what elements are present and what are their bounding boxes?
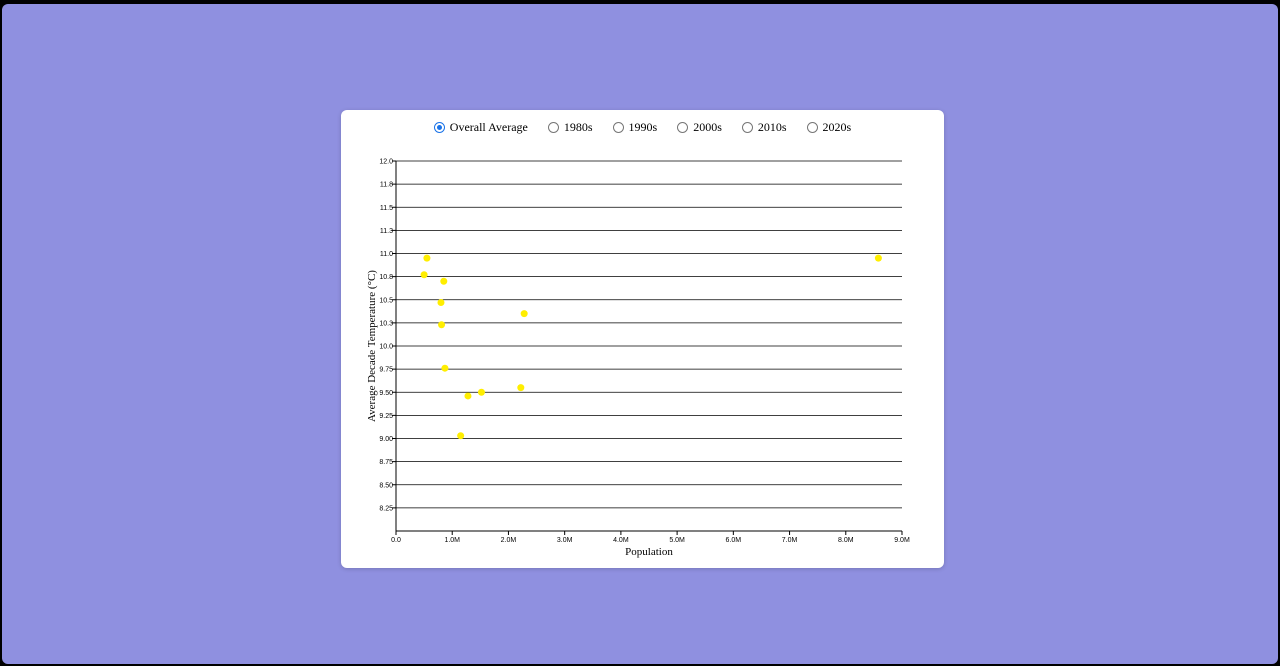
x-tick-label: 6.0M (726, 537, 742, 544)
data-point[interactable] (477, 388, 485, 396)
y-tick-label: 12.0 (379, 159, 393, 166)
decade-radio-group: Overall Average 1980s 1990s 2000s 2010s … (341, 120, 944, 135)
x-tick-label: 2.0M (501, 537, 517, 544)
data-point[interactable] (874, 254, 882, 262)
chart-card: Overall Average 1980s 1990s 2000s 2010s … (341, 110, 944, 568)
radio-button-icon[interactable] (806, 122, 818, 133)
data-point[interactable] (441, 364, 449, 372)
data-point[interactable] (423, 254, 431, 262)
y-tick-label: 8.25 (379, 505, 393, 512)
page-background: Overall Average 1980s 1990s 2000s 2010s … (2, 4, 1278, 664)
radio-button-icon[interactable] (677, 122, 689, 133)
x-tick-label: 5.0M (669, 537, 685, 544)
radio-button-icon[interactable] (433, 122, 445, 133)
radio-2020s[interactable]: 2020s (806, 120, 852, 135)
radio-label: 2020s (822, 120, 852, 134)
y-tick-label: 9.50 (379, 390, 393, 397)
data-point[interactable] (464, 392, 472, 400)
data-point[interactable] (437, 299, 445, 307)
y-tick-label: 10.3 (379, 320, 393, 327)
y-axis-title: Average Decade Temperature (°C) (366, 270, 378, 422)
y-tick-label: 9.00 (379, 436, 393, 443)
data-point[interactable] (457, 432, 465, 440)
data-point[interactable] (520, 310, 528, 318)
radio-button-icon[interactable] (741, 122, 753, 133)
y-axis: 8.25 8.50 8.75 9.00 9.25 9.50 9.75 10.0 10.3 10.5… (379, 159, 397, 531)
radio-overall-average[interactable]: Overall Average (433, 120, 528, 135)
y-tick-label: 11.0 (380, 251, 393, 258)
y-tick-label: 10.8 (379, 274, 393, 281)
radio-button-icon[interactable] (547, 122, 559, 133)
y-tick-label: 8.50 (379, 482, 393, 489)
grid-lines (396, 160, 902, 509)
radio-button-icon[interactable] (612, 122, 624, 133)
data-points (420, 254, 882, 440)
y-tick-label: 11.3 (380, 228, 393, 235)
y-tick-label: 9.75 (379, 367, 393, 374)
radio-1990s[interactable]: 1990s (612, 120, 658, 135)
radio-label: Overall Average (449, 120, 528, 134)
radio-label: 2010s (757, 120, 787, 134)
x-tick-label: 9.0M (894, 537, 910, 544)
y-tick-label: 10.5 (379, 297, 393, 304)
radio-label: 1990s (628, 120, 658, 134)
data-point[interactable] (420, 271, 428, 279)
x-tick-label: 4.0M (613, 537, 629, 544)
x-tick-label: 8.0M (838, 537, 854, 544)
x-axis-title: Population (625, 546, 673, 558)
y-tick-label: 8.75 (379, 459, 393, 466)
x-tick-label: 7.0M (782, 537, 798, 544)
data-point[interactable] (517, 384, 525, 392)
x-tick-label: 0.0 (391, 537, 401, 544)
y-tick-label: 11.8 (380, 182, 393, 189)
x-tick-label: 1.0M (444, 537, 460, 544)
radio-label: 1980s (563, 120, 593, 134)
x-tick-label: 3.0M (557, 537, 573, 544)
x-axis: 0.0 1.0M 2.0M 3.0M 4.0M 5.0M 6.0M 7.0M 8.0M 9.0M (391, 530, 910, 544)
radio-1980s[interactable]: 1980s (547, 120, 593, 135)
data-point[interactable] (440, 277, 448, 285)
data-point[interactable] (438, 321, 446, 329)
radio-label: 2000s (693, 120, 722, 134)
y-tick-label: 10.0 (379, 344, 393, 351)
y-tick-label: 11.5 (380, 205, 393, 212)
radio-2000s[interactable]: 2000s (677, 120, 722, 135)
y-tick-label: 9.25 (379, 413, 393, 420)
scatter-chart: 8.25 8.50 8.75 9.00 9.25 9.50 9.75 10.0 10.3 10.5… (366, 159, 910, 559)
radio-2010s[interactable]: 2010s (741, 120, 787, 135)
